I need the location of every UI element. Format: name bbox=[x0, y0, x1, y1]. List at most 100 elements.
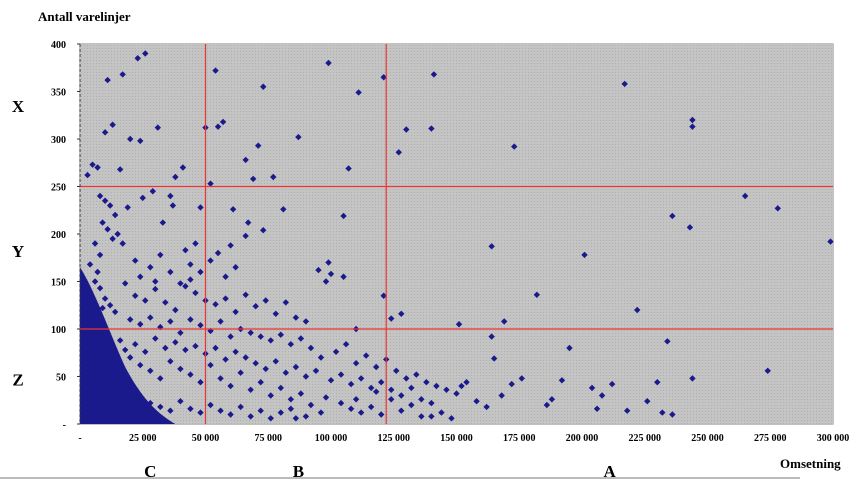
data-point bbox=[177, 329, 184, 336]
data-point bbox=[262, 365, 269, 373]
data-point bbox=[342, 341, 350, 348]
data-point bbox=[222, 356, 229, 363]
data-point bbox=[197, 322, 204, 329]
data-point bbox=[380, 292, 387, 299]
data-point bbox=[227, 411, 234, 418]
data-point bbox=[689, 116, 696, 124]
x-tick-label: 25 000 bbox=[129, 433, 157, 444]
data-point bbox=[84, 287, 91, 295]
data-point bbox=[132, 341, 139, 348]
data-point bbox=[252, 303, 259, 310]
data-point bbox=[192, 342, 199, 350]
data-point bbox=[669, 411, 676, 418]
data-point bbox=[106, 202, 114, 209]
data-point bbox=[418, 413, 425, 420]
abc-segment-label: A bbox=[603, 462, 616, 481]
data-point bbox=[242, 354, 249, 361]
data-point bbox=[433, 382, 440, 390]
data-point bbox=[177, 280, 184, 287]
data-point bbox=[232, 348, 239, 355]
data-point bbox=[292, 314, 300, 321]
data-point bbox=[322, 394, 330, 401]
y-tick-label: 50 bbox=[56, 373, 66, 384]
data-point bbox=[177, 365, 184, 373]
data-point bbox=[267, 392, 274, 399]
data-point bbox=[101, 295, 109, 302]
data-point bbox=[458, 382, 465, 390]
y-tick-label: 400 bbox=[51, 40, 66, 51]
data-point bbox=[372, 363, 380, 371]
data-point bbox=[267, 415, 274, 422]
data-point bbox=[280, 206, 287, 213]
data-point bbox=[149, 188, 156, 195]
x-axis-title: Omsetning bbox=[780, 456, 841, 471]
data-point bbox=[483, 403, 490, 411]
data-point bbox=[689, 123, 696, 130]
data-point bbox=[473, 398, 480, 405]
data-point bbox=[172, 173, 179, 181]
y-tick-label: 100 bbox=[51, 325, 66, 336]
x-tick-label: 300 000 bbox=[817, 433, 850, 444]
data-point bbox=[247, 386, 254, 393]
data-point bbox=[428, 399, 435, 407]
data-point bbox=[167, 407, 174, 414]
data-point bbox=[217, 318, 224, 325]
data-point bbox=[182, 246, 189, 254]
data-point bbox=[608, 380, 616, 388]
data-point bbox=[132, 292, 139, 299]
y-axis-ticks: - 50 100 150 200 250 300 350 400 bbox=[51, 40, 80, 431]
data-point bbox=[533, 291, 541, 298]
data-point bbox=[260, 83, 267, 90]
data-point bbox=[345, 165, 352, 172]
data-point bbox=[307, 344, 315, 352]
data-point bbox=[187, 316, 194, 323]
data-point bbox=[395, 149, 402, 156]
data-point bbox=[644, 398, 651, 405]
data-point bbox=[302, 413, 310, 420]
data-point bbox=[827, 238, 834, 245]
data-point bbox=[86, 261, 94, 268]
data-point bbox=[127, 392, 134, 399]
data-point bbox=[212, 301, 219, 308]
data-point bbox=[116, 337, 124, 344]
data-point bbox=[307, 401, 315, 409]
data-point bbox=[257, 379, 264, 386]
data-point bbox=[197, 204, 204, 211]
data-point bbox=[137, 396, 144, 403]
data-point bbox=[598, 392, 606, 399]
data-point bbox=[124, 204, 131, 211]
data-point bbox=[378, 379, 385, 386]
data-point bbox=[137, 273, 144, 280]
data-point bbox=[162, 299, 169, 306]
abc-segment-label: C bbox=[144, 462, 156, 481]
data-point bbox=[282, 299, 290, 306]
reference-lines bbox=[80, 44, 833, 424]
abc-segment-label: B bbox=[293, 462, 304, 481]
data-point bbox=[217, 375, 224, 382]
data-point bbox=[227, 333, 234, 340]
data-point bbox=[262, 297, 269, 304]
data-point bbox=[267, 337, 274, 344]
data-point bbox=[272, 310, 279, 317]
x-tick-label: 200 000 bbox=[566, 433, 599, 444]
data-point bbox=[428, 125, 435, 132]
data-point bbox=[408, 401, 415, 409]
data-point bbox=[207, 257, 214, 264]
data-point bbox=[142, 297, 149, 304]
data-point bbox=[222, 273, 229, 280]
data-point bbox=[588, 384, 596, 392]
data-point bbox=[337, 371, 345, 378]
data-point bbox=[332, 348, 340, 355]
y-tick-label: - bbox=[63, 420, 66, 431]
data-point bbox=[463, 379, 470, 386]
data-point bbox=[327, 270, 335, 278]
data-point bbox=[207, 361, 214, 369]
data-point bbox=[99, 219, 106, 226]
data-point bbox=[217, 407, 224, 414]
data-point bbox=[187, 371, 194, 378]
data-point bbox=[257, 333, 264, 340]
data-point bbox=[167, 268, 174, 276]
x-tick-label: 275 000 bbox=[754, 433, 787, 444]
x-axis-ticks: - 25 000 50 000 75 000 100 000 125 000 150 000… bbox=[78, 433, 849, 444]
